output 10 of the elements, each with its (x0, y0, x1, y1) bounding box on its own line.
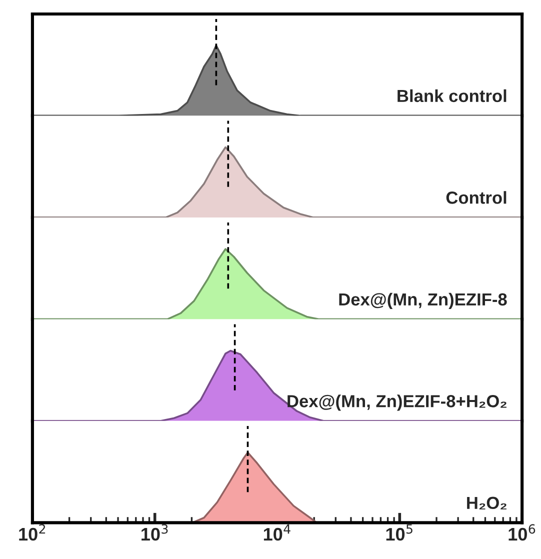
series-label: Dex@(Mn, Zn)EZIF-8+H₂O₂ (288, 394, 506, 411)
x-tick-label: 10$^{4}$ (264, 524, 290, 541)
x-tick-label: 10$^{3}$ (142, 524, 168, 541)
x-tick-label: 10$^{5}$ (386, 524, 412, 541)
x-tick-label: 10$^{2}$ (19, 524, 46, 541)
series-label: Control (446, 191, 506, 204)
x-tick-label: 10$^{6}$ (508, 524, 536, 541)
series-label: Dex@(Mn, Zn)EZIF-8 (339, 292, 507, 310)
series-label: Blank control (398, 89, 506, 102)
series-label: H₂O₂ (467, 496, 506, 510)
